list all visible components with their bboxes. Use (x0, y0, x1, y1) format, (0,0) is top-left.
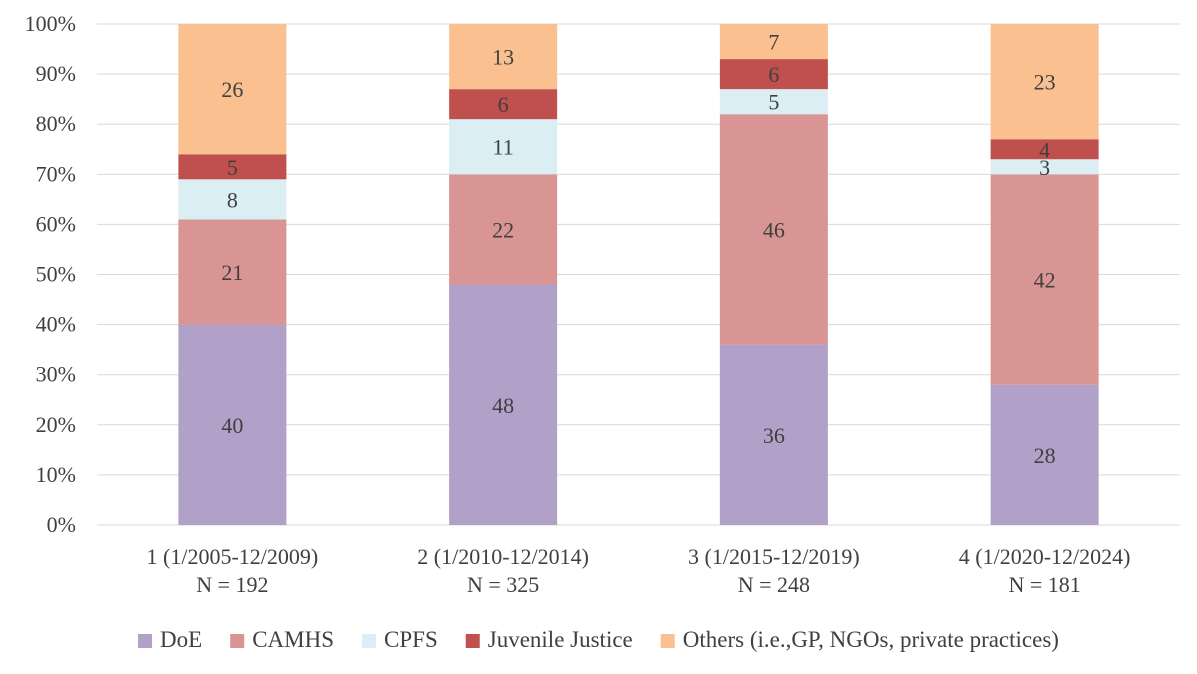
bar-segment (990, 24, 1099, 140)
legend-item: CPFS (362, 627, 438, 652)
bar-segment (990, 159, 1099, 175)
bar-segment (719, 114, 828, 345)
y-axis: 0% 10% 20% 30% 40% 50% 60% 70% 80% 90% 100% (25, 11, 76, 537)
bar-segment (719, 89, 828, 115)
bar-segment (719, 344, 828, 525)
data-label: 22 (492, 217, 514, 242)
data-label: 7 (768, 30, 779, 55)
legend-item: CAMHS (230, 627, 334, 652)
y-tick-label: 50% (36, 262, 76, 287)
legend-swatch (138, 634, 153, 648)
y-tick-label: 60% (36, 211, 76, 236)
data-label: 5 (768, 90, 779, 115)
legend-label: Others (i.e.,GP, NGOs, private practices… (683, 627, 1059, 652)
bar-segment (449, 174, 558, 285)
data-label: 40 (221, 413, 243, 438)
legend-swatch (230, 634, 245, 648)
legend-label: CPFS (384, 627, 438, 652)
data-label: 6 (498, 92, 509, 117)
bar-segment (719, 59, 828, 90)
legend-label: Juvenile Justice (488, 627, 633, 652)
bar-segment (178, 324, 287, 525)
legend-swatch (362, 634, 377, 648)
data-label: 23 (1034, 70, 1056, 95)
data-label: 36 (763, 423, 785, 448)
data-label: 13 (492, 45, 514, 70)
bar-segment (178, 219, 287, 325)
legend-swatch (465, 634, 480, 648)
x-tick-label: N = 192 (196, 572, 268, 597)
data-label: 5 (227, 155, 238, 180)
x-tick-label: 1 (1/2005-12/2009) (147, 544, 319, 569)
legend-item: DoE (138, 627, 202, 652)
bar-segment (990, 174, 1099, 385)
x-tick-label: N = 181 (1008, 572, 1080, 597)
bar-segment (449, 119, 558, 175)
y-tick-label: 100% (25, 11, 76, 36)
data-label: 11 (493, 135, 514, 160)
data-label: 46 (763, 217, 785, 242)
bar-segment (449, 24, 558, 90)
bar-segment (178, 24, 287, 155)
bar-segment (719, 24, 828, 60)
bar-segment (449, 89, 558, 120)
bar-stack: 40 21 8 5 26 (178, 24, 287, 525)
bar-stack: 48 22 11 6 13 (449, 24, 558, 525)
y-tick-label: 90% (36, 61, 76, 86)
bar-segment (178, 154, 287, 180)
x-tick-label: 3 (1/2015-12/2019) (688, 544, 860, 569)
x-axis: 1 (1/2005-12/2009) N = 192 2 (1/2010-12/20… (147, 544, 1131, 597)
x-tick-label: 4 (1/2020-12/2024) (959, 544, 1131, 569)
y-tick-label: 80% (36, 111, 76, 136)
x-tick-label: N = 248 (738, 572, 810, 597)
x-tick-label: N = 325 (467, 572, 539, 597)
data-label: 4 (1039, 137, 1050, 162)
legend-swatch (660, 634, 675, 648)
bar-segment (990, 139, 1099, 160)
legend-item: Others (i.e.,GP, NGOs, private practices… (660, 627, 1059, 652)
data-label: 8 (227, 187, 238, 212)
data-label: 3 (1039, 155, 1050, 180)
data-label: 48 (492, 393, 514, 418)
data-label: 28 (1034, 443, 1056, 468)
bar-segment (178, 179, 287, 220)
legend: DoE CAMHS CPFS Juvenile Justice Others (i.e.… (138, 627, 1059, 652)
legend-label: DoE (160, 627, 202, 652)
y-tick-label: 40% (36, 312, 76, 337)
y-tick-label: 20% (36, 412, 76, 437)
legend-item: Juvenile Justice (465, 627, 633, 652)
bar-segment (990, 384, 1099, 525)
data-label: 6 (768, 62, 779, 87)
data-label: 26 (221, 77, 243, 102)
data-label: 42 (1034, 268, 1056, 293)
legend-label: CAMHS (252, 627, 334, 652)
bar-segment (449, 284, 558, 525)
y-tick-label: 10% (36, 462, 76, 487)
data-label: 21 (221, 260, 243, 285)
y-tick-label: 30% (36, 362, 76, 387)
x-tick-label: 2 (1/2010-12/2014) (417, 544, 589, 569)
y-tick-label: 70% (36, 161, 76, 186)
y-tick-label: 0% (47, 512, 76, 537)
